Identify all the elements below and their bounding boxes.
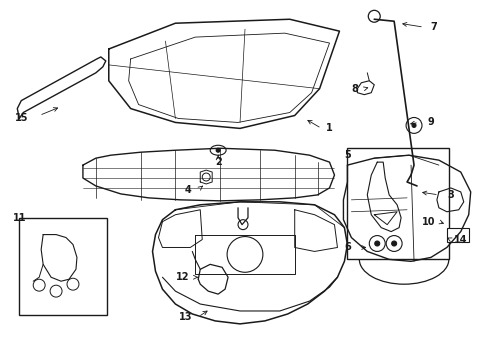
Text: 13: 13	[178, 312, 192, 322]
Text: 1: 1	[325, 123, 332, 134]
Text: 9: 9	[427, 117, 433, 127]
Text: 14: 14	[453, 234, 467, 244]
Text: 6: 6	[344, 243, 350, 252]
Bar	[446, 228, 468, 242]
Circle shape	[374, 241, 379, 246]
Bar	[19, 218, 106, 315]
Text: 11: 11	[13, 213, 26, 223]
Circle shape	[216, 148, 220, 152]
Text: 2: 2	[214, 157, 221, 167]
Bar	[346, 148, 448, 260]
Text: 4: 4	[184, 185, 191, 195]
Text: 3: 3	[447, 190, 453, 200]
Text: 10: 10	[421, 217, 435, 227]
Text: 15: 15	[15, 113, 28, 123]
Text: 5: 5	[344, 150, 350, 160]
Circle shape	[391, 241, 396, 246]
Text: 8: 8	[350, 84, 357, 94]
Circle shape	[411, 123, 415, 127]
Text: 12: 12	[175, 272, 189, 282]
Text: 7: 7	[429, 22, 436, 32]
